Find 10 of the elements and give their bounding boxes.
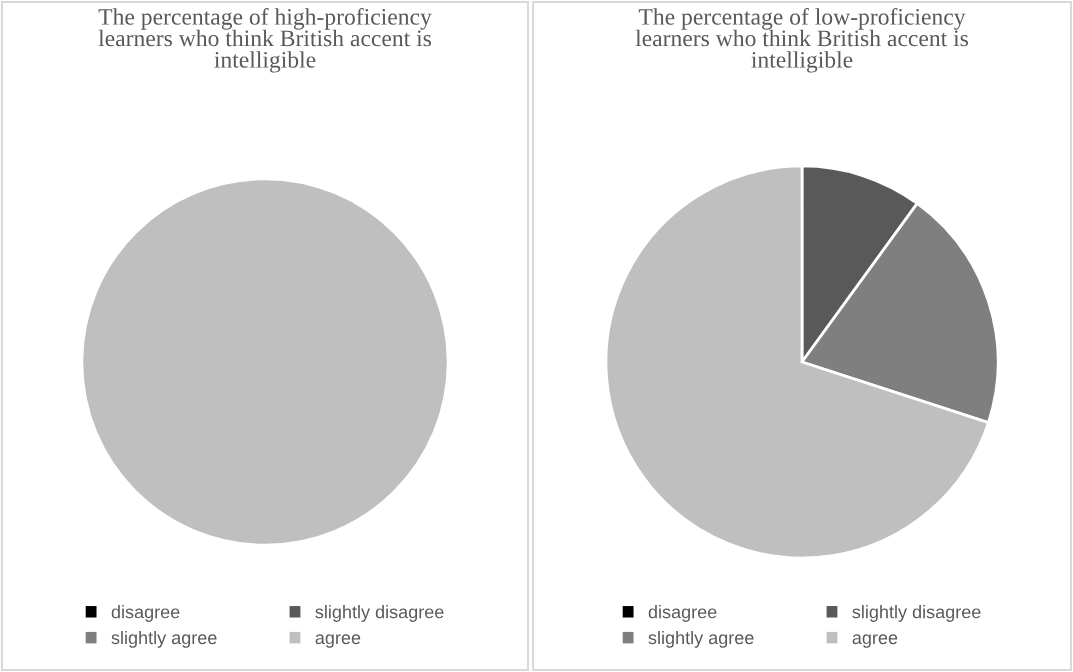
legend-label: slightly disagree [852,605,981,622]
legend-label: agree [315,634,361,648]
chart-title: The percentage of low-proficiency learners who think British accent is intelligible [635,8,969,73]
legend-label: disagree [111,605,180,622]
legend-label: slightly agree [111,630,217,648]
legend-label: agree [852,634,898,648]
legend-label: disagree [648,605,717,622]
legend-label: slightly agree [648,630,754,648]
legend-label: slightly disagree [315,605,444,622]
chart-title: The percentage of high-proficiency learners who think British accent is intelligible [98,8,432,73]
